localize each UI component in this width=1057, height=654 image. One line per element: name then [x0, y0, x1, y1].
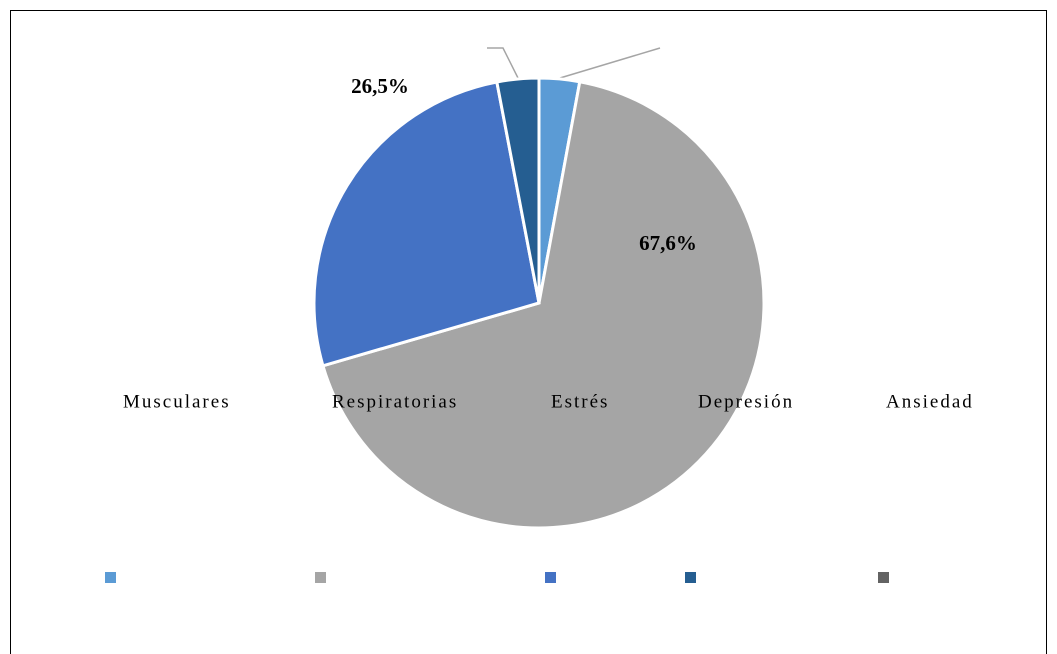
- legend-marker: [878, 572, 889, 583]
- legend-label: Ansiedad: [886, 391, 974, 412]
- legend-marker: [105, 572, 116, 583]
- legend-label: Respiratorias: [332, 391, 458, 412]
- chart-border: [10, 10, 1047, 654]
- leader-line: [559, 47, 661, 79]
- legend-marker: [545, 572, 556, 583]
- legend-label: Musculares: [123, 391, 231, 412]
- data-label: 67,6%: [639, 231, 697, 255]
- leader-line: [487, 47, 519, 79]
- pie-slice: [495, 76, 541, 304]
- legend-label: Estrés: [551, 391, 609, 412]
- legend-label: Depresión: [698, 391, 794, 412]
- legend-marker: [685, 572, 696, 583]
- legend-marker: [315, 572, 326, 583]
- data-label: 26,5%: [351, 74, 409, 98]
- pie-slice: [321, 79, 766, 530]
- pie-slice: [312, 80, 541, 368]
